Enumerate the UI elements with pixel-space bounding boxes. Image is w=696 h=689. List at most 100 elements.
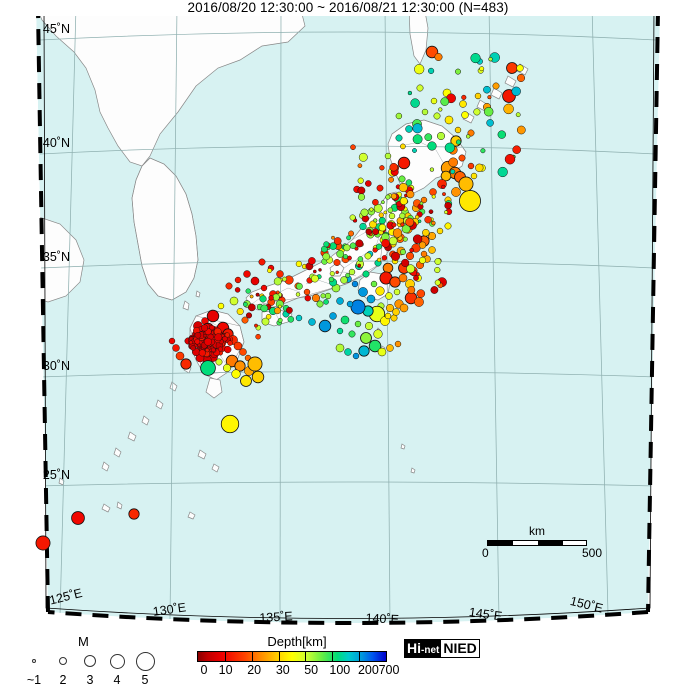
earthquake-marker <box>381 255 388 261</box>
earthquake-marker <box>497 130 506 139</box>
earthquake-marker <box>451 187 461 197</box>
earthquake-marker <box>470 172 478 180</box>
earthquake-marker <box>412 234 423 244</box>
earthquake-marker <box>516 64 524 72</box>
ocean-layer <box>36 16 660 623</box>
latitude-label-0: 45˚N <box>42 22 70 36</box>
earthquake-marker <box>430 286 439 294</box>
earthquake-marker <box>459 100 467 108</box>
seismic-map[interactable] <box>0 16 696 628</box>
earthquake-marker <box>329 312 337 320</box>
earthquake-marker <box>413 275 419 281</box>
earthquake-marker <box>375 286 385 296</box>
earthquake-marker <box>333 237 342 245</box>
earthquake-marker <box>362 270 370 278</box>
earthquake-marker <box>323 299 329 305</box>
magnitude-symbol-1 <box>59 657 67 665</box>
scale-bar-labels: 0 500 <box>482 546 602 560</box>
earthquake-marker <box>483 106 494 117</box>
scale-min-label: 0 <box>482 546 489 560</box>
earthquake-marker <box>405 125 413 133</box>
earthquake-marker <box>424 133 433 142</box>
earthquake-marker <box>389 162 398 172</box>
earthquake-marker <box>395 112 403 120</box>
magnitude-legend-title: M <box>78 634 89 649</box>
earthquake-marker <box>414 64 425 75</box>
earthquake-marker <box>295 260 302 267</box>
earthquake-marker <box>384 152 392 160</box>
earthquake-marker <box>425 45 439 59</box>
earthquake-marker <box>427 141 437 151</box>
earthquake-marker <box>442 192 446 197</box>
earthquake-marker <box>381 200 385 205</box>
earthquake-marker <box>377 257 382 263</box>
earthquake-marker <box>368 339 382 353</box>
earthquake-marker <box>303 288 311 296</box>
earthquake-marker <box>209 324 215 331</box>
earthquake-marker <box>455 139 462 145</box>
earthquake-marker <box>282 276 287 282</box>
earthquake-marker <box>458 176 474 192</box>
earthquake-marker <box>434 258 442 265</box>
earthquake-marker <box>429 167 435 172</box>
earthquake-marker <box>236 308 244 315</box>
latitude-label-3: 30˚N <box>42 359 70 373</box>
earthquake-marker <box>515 112 521 118</box>
earthquake-marker <box>377 347 387 357</box>
earthquake-marker <box>128 508 140 520</box>
earthquake-marker <box>455 68 461 75</box>
earthquake-marker <box>364 252 372 260</box>
earthquake-marker <box>391 222 397 228</box>
earthquake-marker <box>419 256 426 264</box>
earthquake-marker <box>405 217 415 227</box>
earthquake-marker <box>385 194 391 200</box>
magnitude-symbol-0 <box>32 659 36 663</box>
latitude-label-2: 35˚N <box>42 250 70 264</box>
earthquake-marker <box>206 309 220 323</box>
earthquake-marker <box>224 332 230 338</box>
earthquake-marker <box>243 270 251 278</box>
earthquake-marker <box>400 249 406 255</box>
earthquake-marker <box>393 288 401 296</box>
earthquake-marker <box>372 247 378 253</box>
earthquake-marker <box>239 348 247 356</box>
earthquake-marker <box>421 108 429 116</box>
earthquake-marker <box>234 360 246 372</box>
earthquake-marker <box>249 294 254 299</box>
earthquake-marker <box>278 304 282 309</box>
magnitude-symbol-3 <box>109 653 125 669</box>
earthquake-marker <box>420 250 428 258</box>
magnitude-label-3: 4 <box>113 673 121 687</box>
earthquake-marker <box>295 314 303 322</box>
earthquake-marker <box>304 295 311 302</box>
earthquake-marker <box>357 177 364 184</box>
earthquake-marker <box>516 125 526 135</box>
earthquake-marker <box>419 201 424 206</box>
earthquake-marker <box>428 246 436 254</box>
scale-bar-graphic <box>487 540 587 546</box>
earthquake-marker <box>343 254 348 260</box>
earthquake-marker <box>444 210 448 215</box>
earthquake-marker <box>224 346 232 354</box>
earthquake-marker <box>430 97 438 105</box>
earthquake-marker <box>474 92 482 100</box>
earthquake-marker <box>200 324 209 332</box>
earthquake-marker <box>406 190 415 199</box>
earthquake-marker <box>222 336 228 342</box>
depth-tick-mark-5 <box>332 652 334 661</box>
earthquake-marker <box>231 369 241 379</box>
earthquake-marker <box>376 243 382 250</box>
earthquake-marker <box>348 230 355 237</box>
earthquake-marker <box>466 134 471 139</box>
earthquake-marker <box>467 162 475 170</box>
earthquake-marker <box>245 288 251 294</box>
earthquake-marker <box>71 511 85 525</box>
earthquake-marker <box>312 294 320 302</box>
earthquake-marker <box>517 74 525 82</box>
earthquake-marker <box>391 251 400 261</box>
earthquake-marker <box>335 270 339 275</box>
depth-tick-label-7: 700 <box>378 663 400 677</box>
earthquake-marker <box>205 348 210 353</box>
earthquake-marker <box>340 276 348 284</box>
earthquake-marker <box>369 220 377 229</box>
